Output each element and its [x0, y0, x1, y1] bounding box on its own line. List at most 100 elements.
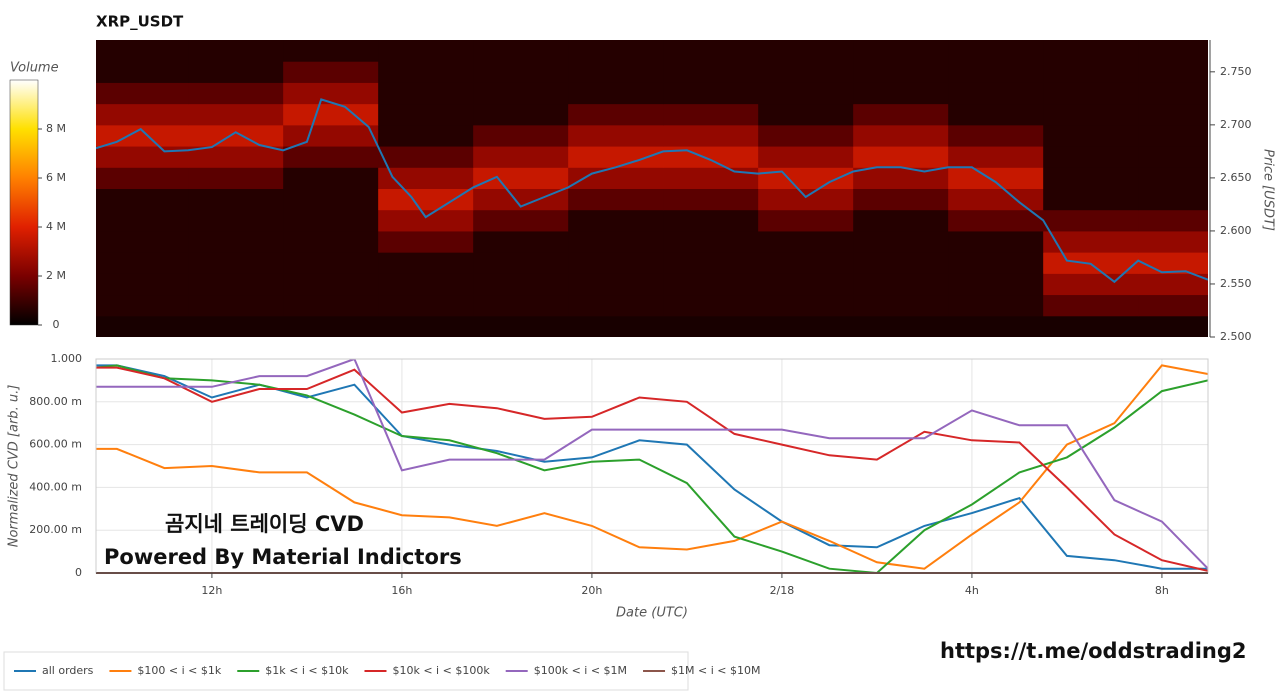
cvd-line: [96, 366, 1208, 572]
watermark: Powered By Material Indictors: [104, 545, 462, 569]
heat-cell: [283, 273, 379, 296]
heat-cell: [378, 40, 474, 62]
heat-cell: [568, 252, 664, 274]
heat-cell: [568, 124, 664, 147]
heat-cell: [378, 252, 474, 274]
heat-cell: [663, 294, 759, 317]
heat-cell: [1043, 124, 1139, 147]
y-tick-label: 2.650: [1220, 171, 1252, 184]
heat-cell: [663, 146, 759, 168]
heat-cell: [1043, 273, 1139, 296]
heat-cell: [948, 40, 1044, 62]
heat-cell: [96, 61, 189, 83]
heat-cell: [188, 124, 284, 147]
heat-cell: [378, 124, 474, 147]
heat-cell: [853, 61, 949, 83]
heat-cell: [283, 61, 379, 83]
heat-cell: [473, 252, 569, 274]
watermark: 곰지네 트레이딩 CVD: [165, 512, 364, 536]
heat-cell: [853, 188, 949, 211]
heat-cell: [1138, 273, 1208, 296]
x-tick-label: 20h: [581, 584, 602, 597]
heat-cell: [473, 40, 569, 62]
colorbar-tick-label: 0: [53, 318, 60, 331]
colorbar-tick-label: 8 M: [46, 122, 66, 135]
heat-cell: [663, 188, 759, 211]
heat-cell: [1138, 315, 1208, 337]
heat-cell: [96, 167, 189, 189]
heat-cell: [568, 315, 664, 337]
heat-cell: [1043, 294, 1139, 317]
heat-cell: [663, 103, 759, 126]
heat-cell: [853, 252, 949, 274]
x-tick-label: 4h: [965, 584, 979, 597]
heat-cell: [1138, 167, 1208, 189]
y-tick-label: 2.750: [1220, 65, 1252, 78]
y-tick-label: 2.550: [1220, 277, 1252, 290]
heat-cell: [663, 252, 759, 274]
heat-cell: [283, 315, 379, 337]
heat-cell: [758, 230, 854, 253]
colorbar-tick-label: 6 M: [46, 171, 66, 184]
heat-cell: [663, 230, 759, 253]
heat-cell: [568, 209, 664, 232]
heat-cell: [188, 61, 284, 83]
heat-cell: [96, 146, 189, 168]
heat-cell: [1138, 252, 1208, 274]
heat-cell: [948, 103, 1044, 126]
heat-cell: [1043, 230, 1139, 253]
heat-cell: [948, 124, 1044, 147]
heat-cell: [188, 40, 284, 62]
heat-cell: [96, 230, 189, 253]
colorbar-label: Volume: [10, 61, 59, 76]
colorbar-tick-label: 4 M: [46, 220, 66, 233]
heat-cell: [96, 82, 189, 105]
heat-cell: [853, 273, 949, 296]
y-tick-label: 0: [75, 566, 82, 579]
heat-cell: [758, 252, 854, 274]
heat-cell: [1138, 40, 1208, 62]
heat-cell: [188, 82, 284, 105]
heat-cell: [96, 40, 189, 62]
heat-cell: [1138, 61, 1208, 83]
heat-cell: [473, 294, 569, 317]
heat-cell: [853, 294, 949, 317]
heat-cell: [283, 146, 379, 168]
heat-cell: [283, 209, 379, 232]
heat-cell: [188, 167, 284, 189]
colorbar-tick-label: 2 M: [46, 269, 66, 282]
heat-cell: [283, 124, 379, 147]
heat-cell: [1043, 61, 1139, 83]
heat-cell: [188, 209, 284, 232]
heat-cell: [283, 167, 379, 189]
heat-cell: [853, 209, 949, 232]
link-text: https://t.me/oddstrading2: [940, 639, 1247, 663]
heat-cell: [758, 103, 854, 126]
heat-cell: [96, 103, 189, 126]
heat-cell: [853, 167, 949, 189]
y-axis-label: Price [USDT]: [1261, 149, 1276, 231]
colorbar: [9, 79, 39, 326]
x-axis-label: Date (UTC): [616, 606, 688, 621]
heat-cell: [473, 82, 569, 105]
heat-cell: [473, 230, 569, 253]
heat-cell: [948, 146, 1044, 168]
x-tick-label: 8h: [1155, 584, 1169, 597]
heat-cell: [283, 230, 379, 253]
heat-cell: [948, 167, 1044, 189]
heat-cell: [96, 209, 189, 232]
price-line: [96, 98, 1208, 284]
heat-cell: [758, 315, 854, 337]
cvd-line: [96, 364, 1208, 575]
heat-cell: [568, 273, 664, 296]
heat-cell: [378, 61, 474, 83]
legend-label: $1M < i < $10M: [671, 664, 760, 677]
heat-cell: [663, 61, 759, 83]
heat-cell: [1138, 146, 1208, 168]
heat-cell: [853, 40, 949, 62]
legend-label: $100 < i < $1k: [137, 664, 221, 677]
heat-cell: [758, 209, 854, 232]
heat-cell: [188, 315, 284, 337]
y-tick-label: 1.000: [51, 352, 83, 365]
